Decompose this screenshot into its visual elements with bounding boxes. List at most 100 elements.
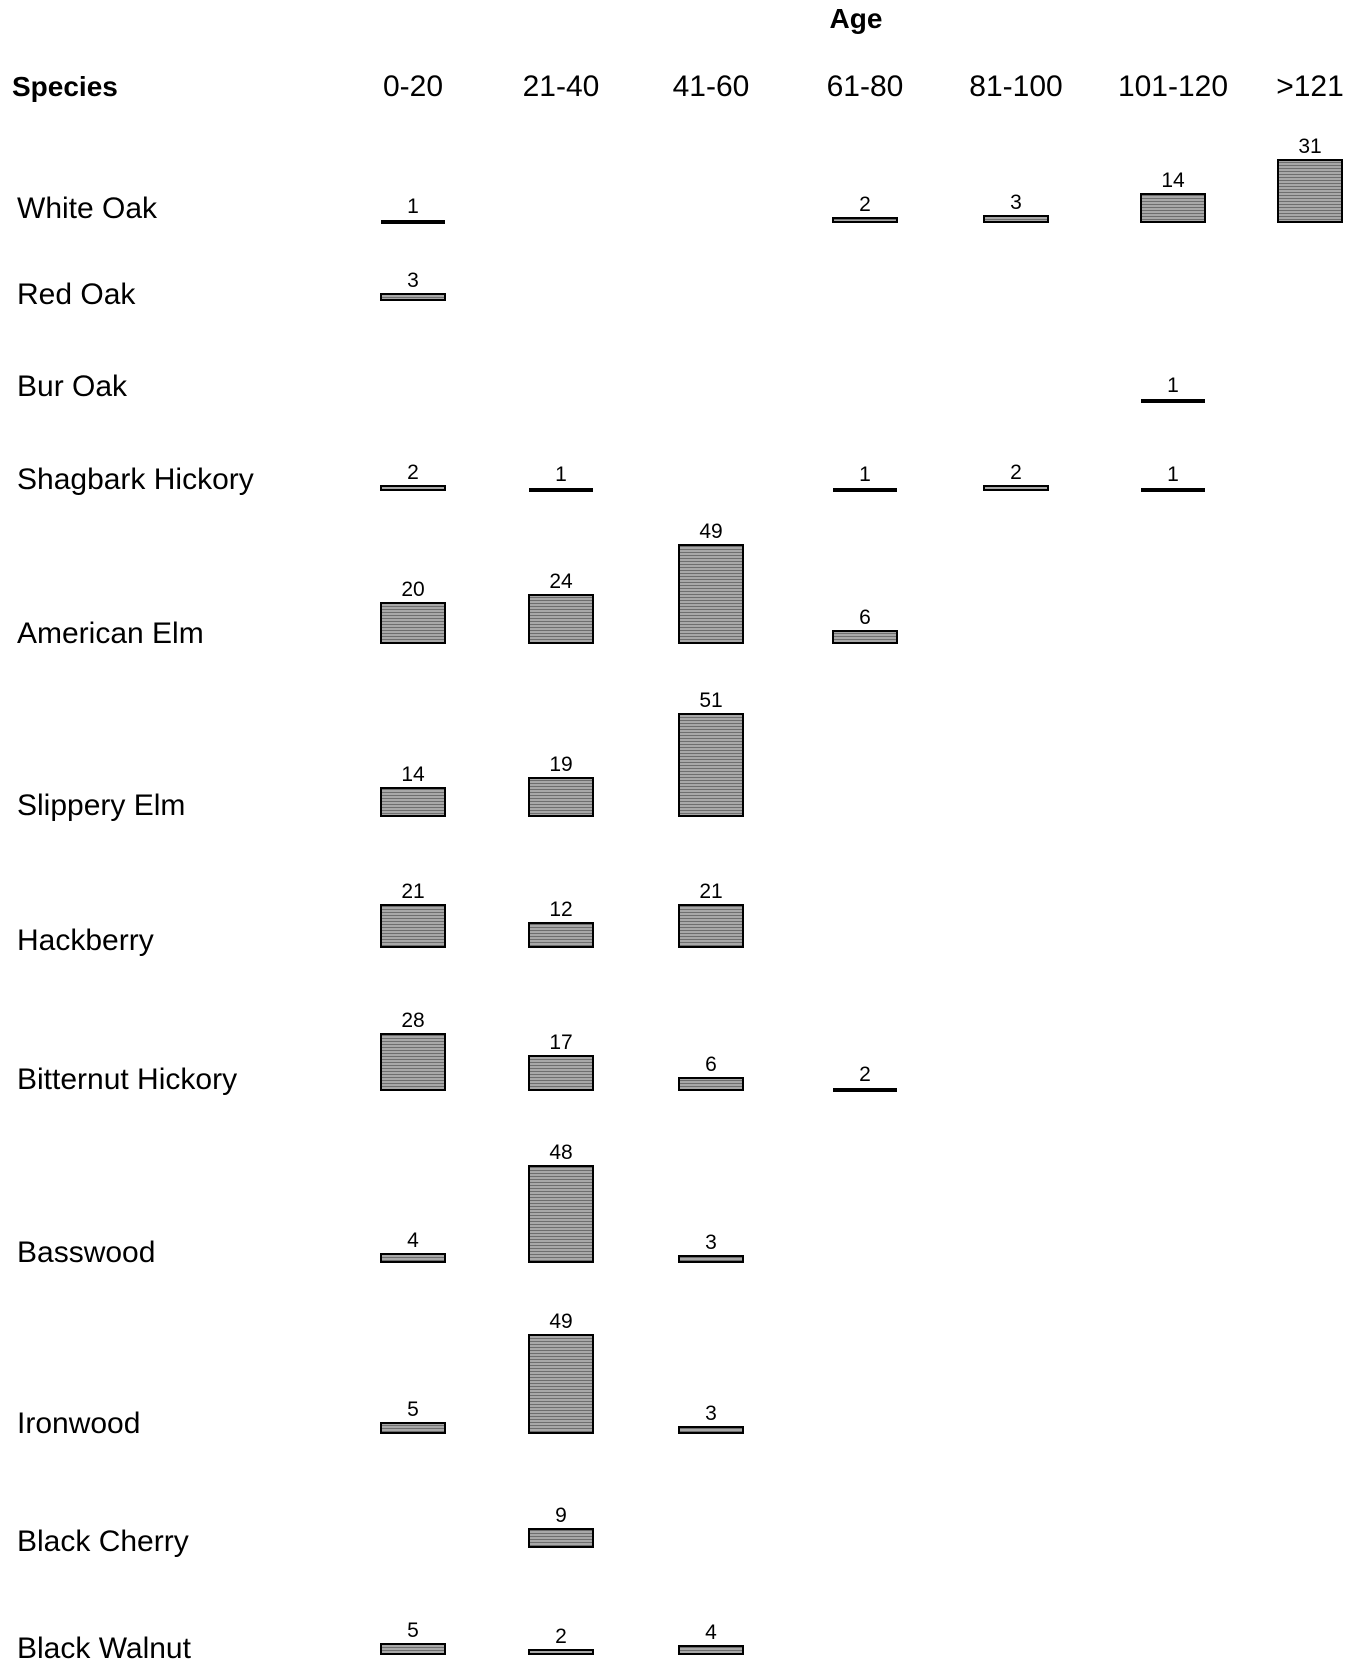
value-label: 48 — [549, 1141, 572, 1164]
value-label: 1 — [407, 195, 419, 218]
bar-american-elm-0-20 — [380, 602, 446, 644]
bar-shagbark-hickory-0-20 — [380, 485, 446, 491]
value-label: 6 — [859, 606, 871, 629]
species-row-shagbark-hickory: Shagbark Hickory 2 1 1 2 1 — [17, 461, 1205, 496]
species-label: American Elm — [17, 617, 204, 650]
value-label: 1 — [1167, 374, 1179, 397]
species-label: Black Cherry — [17, 1525, 189, 1558]
species-row-basswood: Basswood 4 48 3 — [17, 1141, 744, 1269]
value-label: 31 — [1298, 135, 1321, 158]
chart-title: Age — [830, 3, 883, 34]
bar-white-oak-81-100 — [983, 215, 1049, 223]
value-label: 5 — [407, 1619, 419, 1642]
age-class-label-41-60: 41-60 — [673, 70, 750, 103]
species-row-red-oak: Red Oak 3 — [17, 269, 446, 311]
bar-slippery-elm-41-60 — [678, 713, 744, 817]
age-class-headers: 0-20 21-40 41-60 61-80 81-100 101-120 >121 — [383, 70, 1344, 103]
value-label: 4 — [705, 1621, 717, 1644]
species-row-bur-oak: Bur Oak 1 — [17, 370, 1205, 403]
bar-hackberry-41-60 — [678, 904, 744, 948]
age-class-label-121: >121 — [1276, 70, 1344, 103]
bar-slippery-elm-21-40 — [528, 777, 594, 817]
value-label: 1 — [859, 463, 871, 486]
bar-american-elm-21-40 — [528, 594, 594, 644]
species-label: Ironwood — [17, 1407, 140, 1440]
value-label: 6 — [705, 1053, 717, 1076]
species-label: Shagbark Hickory — [17, 463, 254, 496]
value-label: 2 — [859, 1063, 871, 1086]
bar-black-cherry-21-40 — [528, 1528, 594, 1548]
value-label: 2 — [555, 1625, 567, 1648]
species-label: White Oak — [17, 192, 158, 225]
value-label: 2 — [859, 193, 871, 216]
bar-white-oak-61-80 — [832, 217, 898, 223]
bar-slippery-elm-0-20 — [380, 787, 446, 817]
value-label: 28 — [401, 1009, 424, 1032]
value-label: 1 — [1167, 463, 1179, 486]
species-row-black-cherry: Black Cherry 9 — [17, 1504, 594, 1558]
species-row-slippery-elm: Slippery Elm 14 19 51 — [17, 689, 744, 822]
value-label: 3 — [705, 1402, 717, 1425]
value-label: 2 — [407, 461, 419, 484]
value-label: 9 — [555, 1504, 567, 1527]
bar-shagbark-hickory-81-100 — [983, 485, 1049, 491]
bar-black-walnut-41-60 — [678, 1645, 744, 1655]
bar-black-walnut-0-20 — [380, 1643, 446, 1655]
bar-black-walnut-21-40 — [528, 1649, 594, 1655]
bar-hackberry-0-20 — [380, 904, 446, 948]
bar-bitternut-hickory-41-60 — [678, 1077, 744, 1091]
value-label: 51 — [699, 689, 722, 712]
value-label: 4 — [407, 1229, 419, 1252]
value-label: 3 — [1010, 191, 1022, 214]
species-label: Red Oak — [17, 278, 136, 311]
species-label: Bitternut Hickory — [17, 1063, 237, 1096]
bar-white-oak-101-120 — [1140, 193, 1206, 223]
species-label: Basswood — [17, 1236, 155, 1269]
value-label: 21 — [699, 880, 722, 903]
bar-ironwood-41-60 — [678, 1426, 744, 1434]
bar-white-oak-121 — [1277, 159, 1343, 223]
bar-basswood-21-40 — [528, 1165, 594, 1263]
bar-ironwood-0-20 — [380, 1422, 446, 1434]
value-label: 49 — [549, 1310, 572, 1333]
bar-hackberry-21-40 — [528, 922, 594, 948]
value-label: 17 — [549, 1031, 572, 1054]
species-label: Black Walnut — [17, 1632, 192, 1665]
value-label: 20 — [401, 578, 424, 601]
species-header: Species — [12, 71, 118, 102]
bar-bitternut-hickory-21-40 — [528, 1055, 594, 1091]
species-label: Bur Oak — [17, 370, 128, 403]
bar-american-elm-61-80 — [832, 630, 898, 644]
species-label: Slippery Elm — [17, 789, 185, 822]
value-label: 14 — [401, 763, 425, 786]
species-row-bitternut-hickory: Bitternut Hickory 28 17 6 2 — [17, 1009, 897, 1096]
value-label: 12 — [549, 898, 572, 921]
age-class-label-101-120: 101-120 — [1118, 70, 1228, 103]
value-label: 14 — [1161, 169, 1185, 192]
value-label: 49 — [699, 520, 722, 543]
value-label: 21 — [401, 880, 424, 903]
age-class-label-0-20: 0-20 — [383, 70, 443, 103]
species-row-hackberry: Hackberry 21 12 21 — [17, 880, 744, 957]
value-label: 24 — [549, 570, 573, 593]
value-label: 3 — [705, 1231, 717, 1254]
species-row-american-elm: American Elm 20 24 49 6 — [17, 520, 898, 650]
bar-ironwood-21-40 — [528, 1334, 594, 1434]
value-label: 1 — [555, 463, 567, 486]
species-label: Hackberry — [17, 924, 154, 957]
value-label: 3 — [407, 269, 419, 292]
age-class-label-21-40: 21-40 — [523, 70, 600, 103]
bar-bitternut-hickory-0-20 — [380, 1033, 446, 1091]
species-row-ironwood: Ironwood 5 49 3 — [17, 1310, 744, 1440]
age-class-label-61-80: 61-80 — [827, 70, 904, 103]
age-class-label-81-100: 81-100 — [969, 70, 1062, 103]
species-row-white-oak: White Oak 1 2 3 14 31 — [17, 135, 1343, 225]
bar-basswood-0-20 — [380, 1253, 446, 1263]
value-label: 5 — [407, 1398, 419, 1421]
value-label: 19 — [549, 753, 572, 776]
bar-american-elm-41-60 — [678, 544, 744, 644]
bar-red-oak-0-20 — [380, 293, 446, 301]
species-row-black-walnut: Black Walnut 5 2 4 — [17, 1619, 744, 1665]
